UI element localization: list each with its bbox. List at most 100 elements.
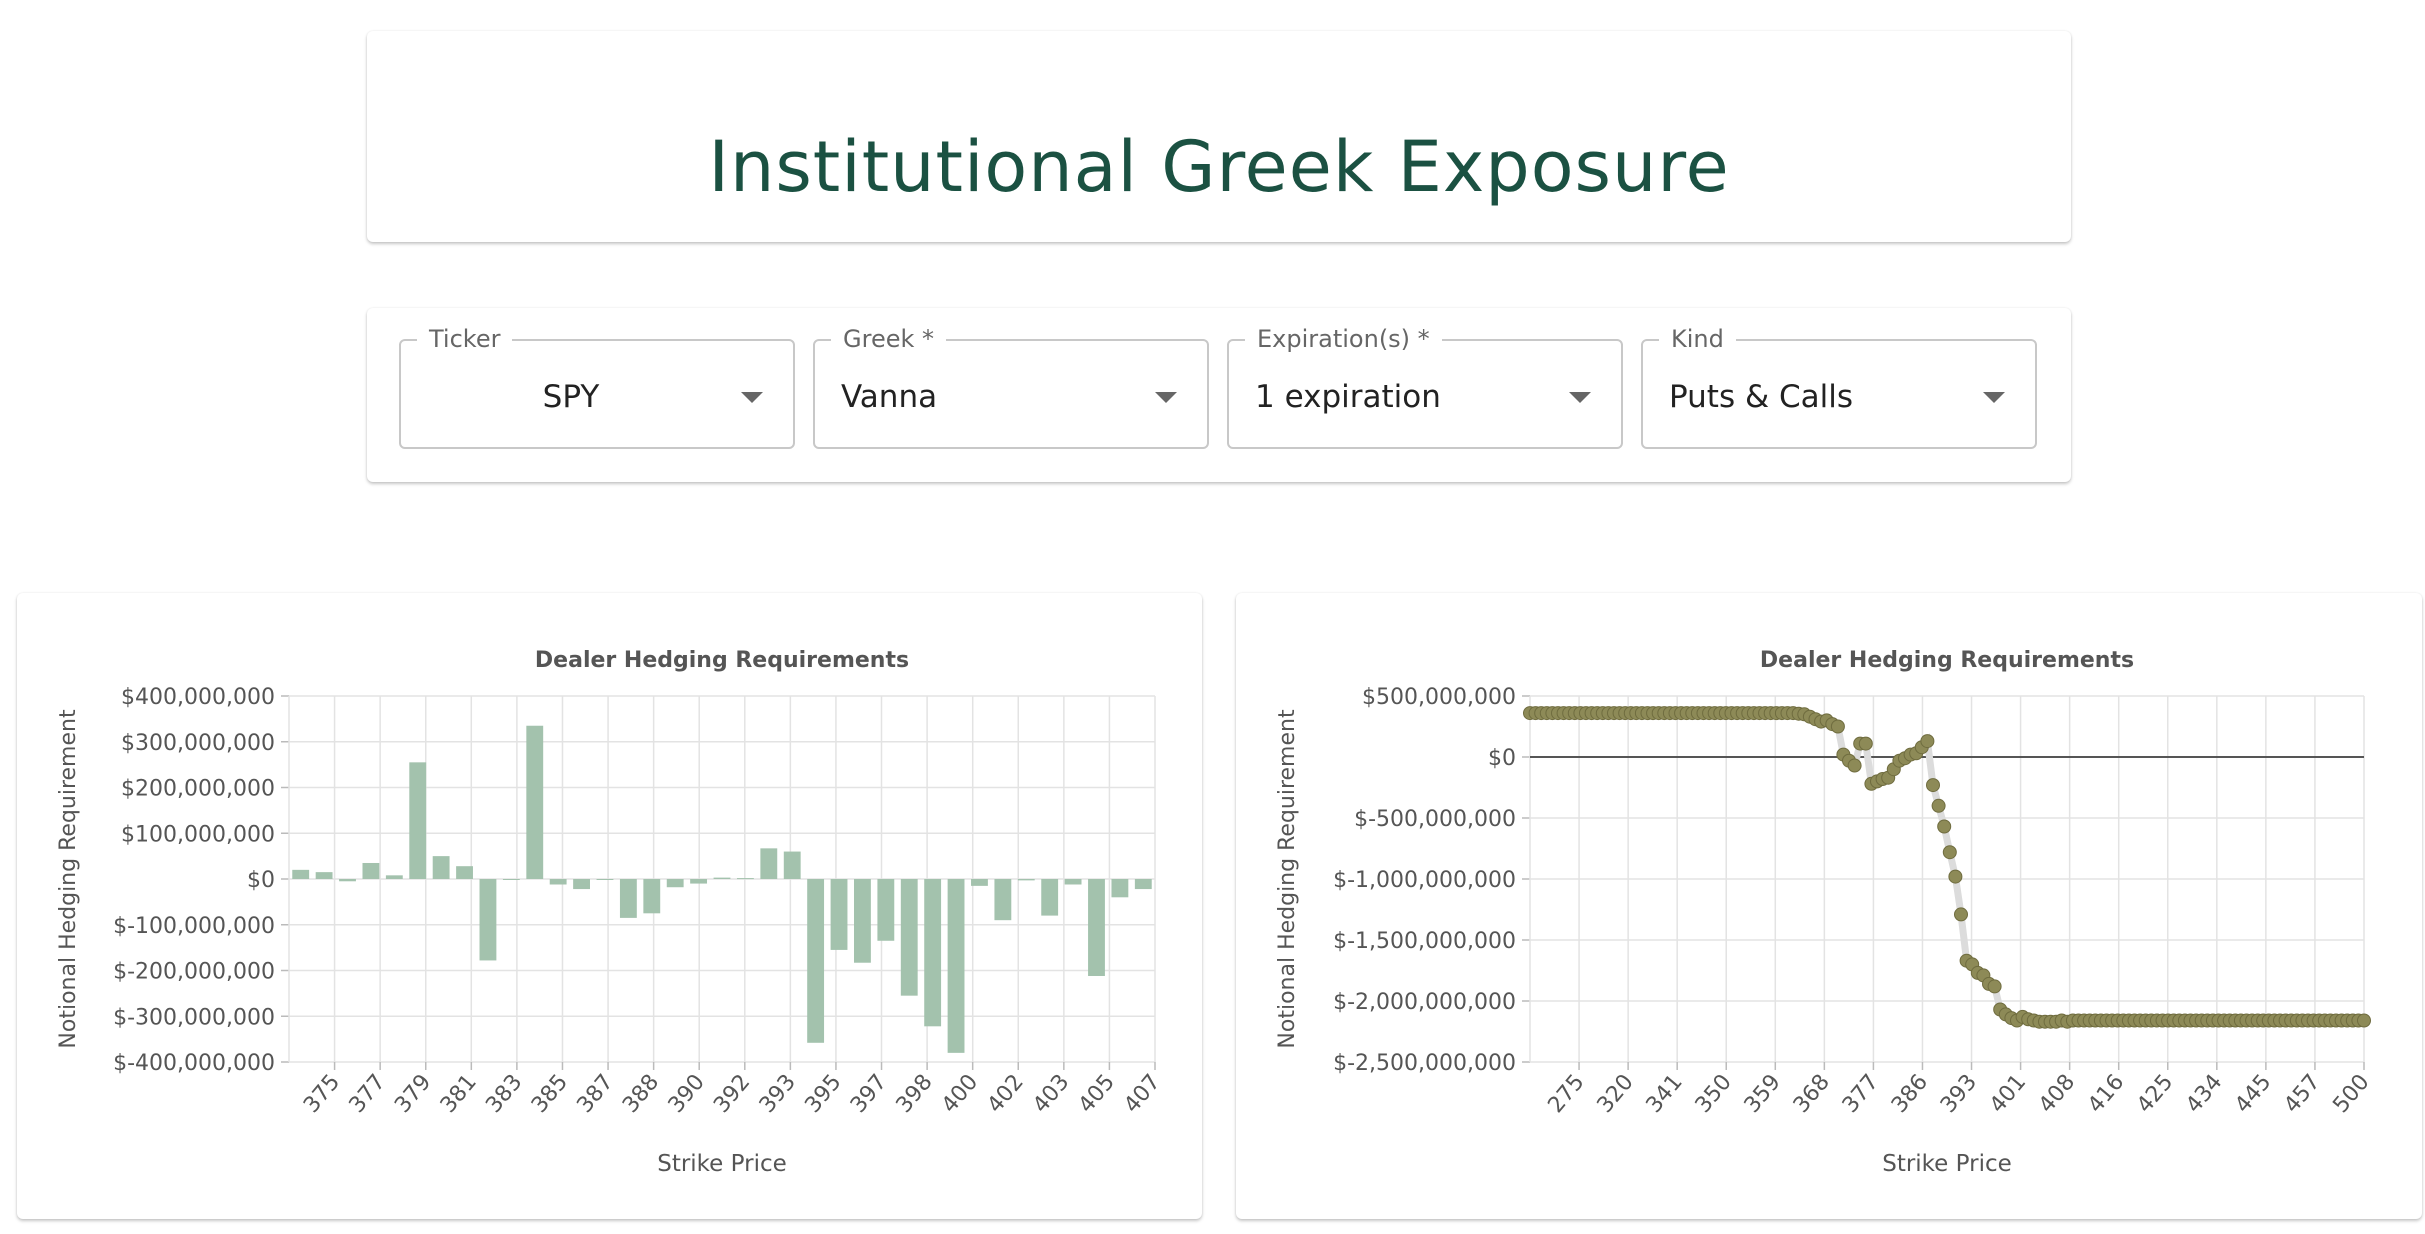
y-tick-label: $-2,000,000,000 [1333,990,1516,1015]
x-tick-label: 392 [709,1070,755,1118]
x-tick-label: 402 [983,1070,1029,1118]
data-point [1926,778,1940,793]
caret-down-icon [1569,392,1591,403]
greek-value: Vanna [841,379,938,415]
caret-down-icon [1155,392,1177,403]
ticker-label: Ticker [417,325,513,353]
bar [807,879,825,1043]
bar [1111,879,1129,898]
ticker-value: SPY [542,379,600,415]
kind-label: Kind [1659,325,1736,353]
bar [1017,879,1035,881]
data-point [1948,869,1963,884]
y-tick-label: $300,000,000 [121,731,275,756]
expiration-select[interactable]: Expiration(s) * 1 expiration [1227,325,1623,449]
x-tick-label: 381 [436,1070,482,1118]
x-tick-label: 393 [755,1070,801,1118]
bar-chart: Dealer Hedging Requirements $400,000,000 $… [56,648,1166,1177]
x-tick-label: 359 [1740,1070,1786,1118]
x-tick-label: 379 [390,1070,436,1118]
y-tick-label: $200,000,000 [121,777,275,802]
bar [900,879,918,996]
bar [1134,879,1152,890]
y-axis-label: Notional Hedging Requirement [1275,709,1300,1049]
data-point [1942,845,1957,860]
y-tick-label: $-300,000,000 [113,1005,275,1030]
series-line [1530,709,2364,1026]
data-point [1954,907,1968,922]
expiration-label: Expiration(s) * [1245,325,1442,353]
x-tick-label: 386 [1887,1070,1933,1118]
y-tick-label: $-400,000,000 [113,1051,275,1076]
y-axis-label: Notional Hedging Requirement [56,709,81,1049]
data-point [1920,734,1935,749]
y-tick-label: $-200,000,000 [113,960,275,985]
y-tick-label: $500,000,000 [1362,685,1516,710]
bar [479,879,497,961]
caret-down-icon [1983,392,2005,403]
bar [924,879,942,1027]
bar [947,879,965,1053]
y-tick-label: $400,000,000 [121,685,275,710]
x-tick-label: 275 [1544,1070,1590,1118]
title-card: Institutional Greek Exposure [367,31,2071,242]
x-tick-label: 398 [892,1070,938,1118]
data-point [1847,758,1862,773]
data-point [2357,1013,2371,1028]
bar [596,879,614,880]
bar [971,879,988,886]
y-tick-label: $0 [1488,746,1516,771]
x-tick-label: 408 [2034,1070,2080,1118]
bar [760,848,778,879]
bar [690,879,708,884]
kind-select[interactable]: Kind Puts & Calls [1641,325,2037,449]
x-tick-label: 434 [2181,1070,2227,1118]
caret-down-icon [741,392,763,403]
y-tick-label: $-500,000,000 [1354,807,1516,832]
x-tick-label: 375 [299,1070,345,1118]
x-tick-label: 457 [2279,1070,2325,1118]
chart-title: Dealer Hedging Requirements [535,648,909,673]
bar [362,862,380,879]
line-chart: Dealer Hedging Requirements $500,000,000 $… [1275,648,2375,1177]
x-tick-label: 397 [846,1070,892,1118]
bar [877,879,895,941]
x-tick-label: 395 [800,1070,846,1118]
x-tick-label: 320 [1593,1070,1639,1118]
bar [736,878,754,880]
bar [1064,879,1082,885]
y-tick-label: $-2,500,000,000 [1333,1051,1516,1076]
bar [502,879,520,880]
bar [783,851,801,879]
x-axis-label: Strike Price [1882,1151,2012,1177]
x-tick-label: 416 [2083,1070,2129,1118]
bar-chart-card: Dealer Hedging Requirements $400,000,000 $… [17,593,1202,1219]
chart-title: Dealer Hedging Requirements [1760,648,2134,673]
x-tick-label: 368 [1789,1070,1835,1118]
ticker-select[interactable]: Ticker SPY [399,325,795,449]
x-tick-label: 400 [937,1070,983,1118]
x-tick-label: 425 [2132,1070,2178,1118]
greek-label: Greek * [831,325,946,353]
x-tick-label: 350 [1691,1070,1737,1118]
x-tick-label: 403 [1028,1070,1074,1118]
x-tick-label: 383 [481,1070,527,1118]
y-tick-label: $100,000,000 [121,822,275,847]
greek-select[interactable]: Greek * Vanna [813,325,1209,449]
kind-value: Puts & Calls [1669,379,1854,415]
expiration-value: 1 expiration [1255,379,1441,415]
bar [409,762,427,879]
bar [713,877,731,879]
y-tick-label: $0 [247,868,275,893]
x-tick-label: 393 [1936,1070,1982,1118]
x-tick-label: 388 [618,1070,664,1118]
y-tick-label: $-100,000,000 [113,914,275,939]
bar [830,879,848,950]
y-tick-label: $-1,000,000,000 [1333,868,1516,893]
data-point [1858,736,1873,751]
bar [994,879,1012,921]
x-tick-label: 407 [1119,1070,1165,1118]
data-point [1931,798,1946,813]
x-tick-label: 341 [1642,1070,1688,1118]
bar [1041,879,1059,916]
